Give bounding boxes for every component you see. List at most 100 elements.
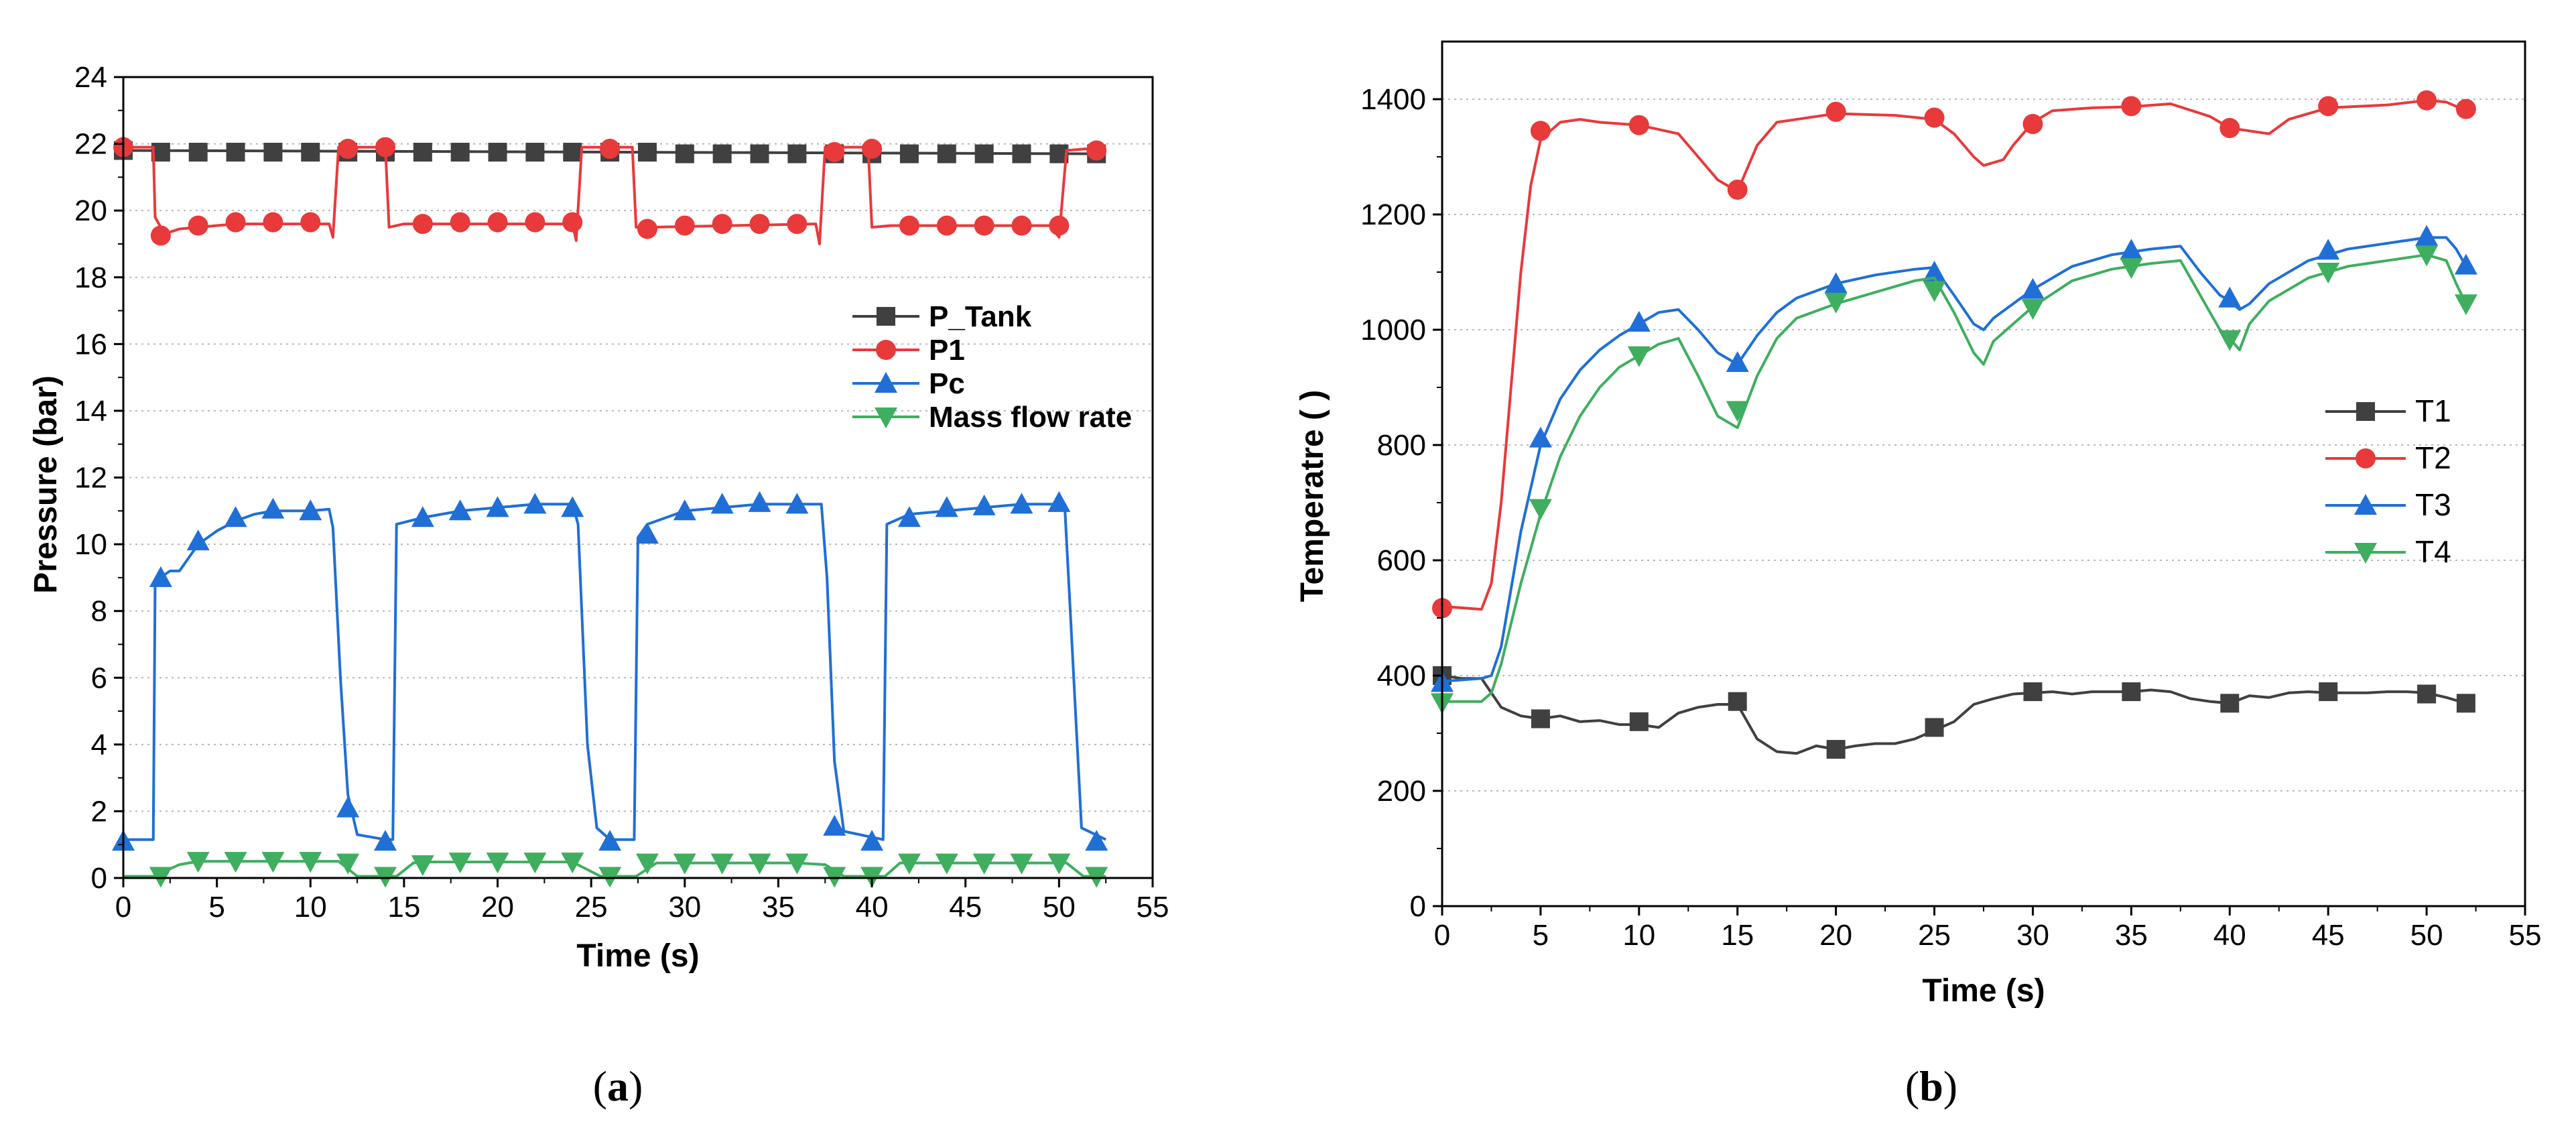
- chart-b-point-t3: [1726, 351, 1749, 373]
- chart-b-point-t4: [1923, 281, 1946, 302]
- chart-b-y-tick-label: 1000: [1360, 314, 1426, 346]
- chart-a-point-pc: [224, 506, 247, 527]
- chart-a-legend-marker-p1: [876, 340, 896, 360]
- chart-a-point-p-tank: [899, 144, 919, 164]
- chart-b-point-t2: [2219, 118, 2240, 138]
- chart-a-point-p1: [412, 214, 433, 235]
- chart-a-x-tick-label: 5: [208, 891, 224, 924]
- chart-b-legend-marker-t1: [2356, 402, 2375, 421]
- chart-a-point-mass-flow-rate: [186, 852, 210, 873]
- chart-a-series-line-pc: [123, 503, 1107, 841]
- chart-b-point-t4: [2218, 330, 2242, 351]
- chart-b-point-t3: [2317, 239, 2340, 260]
- chart-a-point-pc: [748, 491, 771, 512]
- chart-a-point-p-tank: [263, 143, 283, 162]
- chart-b-point-t1: [2456, 694, 2475, 713]
- chart-b-point-t1: [2023, 682, 2043, 702]
- chart-a-x-tick-label: 55: [1137, 891, 1169, 924]
- chart-b-series-line-t4: [1442, 253, 2467, 703]
- chart-a-point-p-tank: [750, 144, 769, 164]
- chart-a-point-mass-flow-rate: [448, 853, 472, 874]
- chart-b-grid: [1442, 99, 2525, 792]
- chart-a-y-tick-label: 12: [74, 462, 107, 495]
- chart-a-point-pc: [860, 830, 884, 851]
- chart-a-legend-marker-mass-flow-rate: [875, 407, 897, 428]
- chart-a-legend-label-pc: Pc: [929, 367, 965, 400]
- chart-a-point-pc: [149, 566, 172, 587]
- chart-b-x-tick-label: 25: [1918, 919, 1951, 952]
- chart-a-point-pc: [673, 499, 696, 521]
- chart-a-point-p1: [225, 212, 246, 233]
- chart-a-point-p1: [1086, 140, 1107, 161]
- chart-b-point-t2: [2417, 90, 2437, 111]
- chart-b-x-tick-label: 45: [2312, 919, 2345, 952]
- chart-a-point-p1: [974, 215, 994, 236]
- chart-a-point-mass-flow-rate: [523, 853, 547, 874]
- chart-a-x-tick-label: 30: [668, 891, 701, 924]
- chart-a-series-line-mass-flow-rate: [123, 860, 1106, 878]
- chart-b-point-t2: [1530, 121, 1551, 141]
- chart-a-point-pc: [1047, 491, 1071, 512]
- chart-b-legend-label-t4: T4: [2415, 534, 2451, 569]
- chart-a-point-mass-flow-rate: [897, 853, 921, 875]
- chart-b-series-line-t1: [1441, 674, 2467, 755]
- chart-b-x-tick-label: 5: [1533, 919, 1549, 952]
- chart-b-caption-close: ): [1943, 1062, 1957, 1110]
- chart-b-point-t1: [1925, 718, 1944, 737]
- chart-b-x-axis-title: Time (s): [1922, 973, 2045, 1009]
- chart-a-x-tick-label: 50: [1043, 891, 1076, 924]
- chart-a-point-p-tank: [413, 143, 432, 162]
- chart-a-point-p-tank: [563, 143, 582, 162]
- chart-a-point-pc: [523, 493, 547, 514]
- chart-a-point-p1: [600, 139, 621, 160]
- chart-a-x-tick-label: 45: [949, 891, 982, 924]
- chart-a-point-p1: [862, 139, 883, 160]
- chart-a-y-tick-label: 10: [74, 528, 107, 561]
- chart-a-point-mass-flow-rate: [1010, 853, 1033, 875]
- chart-b-point-t3: [1627, 310, 1651, 332]
- chart-b-axes: 0 5 10 15 20 25 30 35 40 45 50 55 0 200 400 600 800 1000 1…: [1360, 83, 2541, 952]
- chart-a-y-tick-label: 18: [74, 261, 107, 294]
- chart-a-point-mass-flow-rate: [224, 852, 247, 873]
- chart-a-point-p1: [375, 137, 395, 158]
- chart-a-point-pc: [186, 529, 210, 551]
- chart-a-point-p1: [749, 214, 770, 235]
- chart-a-point-mass-flow-rate: [1047, 853, 1071, 875]
- chart-a-y-tick-label: 14: [74, 395, 107, 428]
- chart-a-point-pc: [1010, 493, 1033, 514]
- chart-a-point-p1: [899, 215, 919, 236]
- chart-a-point-p1: [1049, 215, 1070, 236]
- chart-a-caption-close: ): [629, 1062, 643, 1110]
- chart-a-point-pc: [486, 496, 509, 517]
- chart-b-legend-marker-t2: [2356, 448, 2376, 468]
- chart-a-x-tick-label: 25: [575, 891, 608, 924]
- chart-b-point-t2: [1924, 107, 1945, 128]
- chart-a-point-pc: [710, 493, 734, 514]
- chart-a-point-mass-flow-rate: [972, 853, 996, 875]
- chart-a-point-mass-flow-rate: [710, 853, 734, 875]
- chart-a-point-p1: [562, 212, 583, 233]
- chart-a-point-mass-flow-rate: [486, 853, 509, 874]
- chart-a-point-mass-flow-rate: [673, 853, 696, 875]
- chart-a-y-axis-title: Pressure (bar): [28, 375, 64, 593]
- chart-b-x-tick-label: 10: [1622, 919, 1655, 952]
- chart-a-point-p-tank: [301, 143, 320, 162]
- chart-a-point-mass-flow-rate: [635, 853, 659, 875]
- chart-a-point-p1: [300, 212, 321, 233]
- chart-b-point-t3: [2454, 253, 2477, 275]
- chart-a-point-pc: [261, 497, 285, 519]
- chart-b-point-t3: [2218, 286, 2242, 308]
- chart-b-legend-label-t1: T1: [2415, 393, 2451, 428]
- chart-b-legend-marker-t4: [2354, 543, 2377, 564]
- chart-b-point-t3: [1824, 272, 1848, 294]
- chart-a-point-p1: [824, 142, 845, 163]
- chart-b-point-t3: [1923, 261, 1946, 281]
- chart-a-point-p1: [450, 212, 470, 233]
- chart-b-y-tick-label: 600: [1377, 544, 1426, 577]
- chart-a-point-p-tank: [1012, 144, 1031, 164]
- chart-b-point-t2: [1628, 115, 1649, 135]
- chart-b-point-t3: [2415, 225, 2439, 246]
- chart-a-point-pc: [785, 493, 809, 514]
- chart-b: 0 5 10 15 20 25 30 35 40 45 50 55 0 200 400 600 800 1000 1…: [1295, 40, 2541, 1110]
